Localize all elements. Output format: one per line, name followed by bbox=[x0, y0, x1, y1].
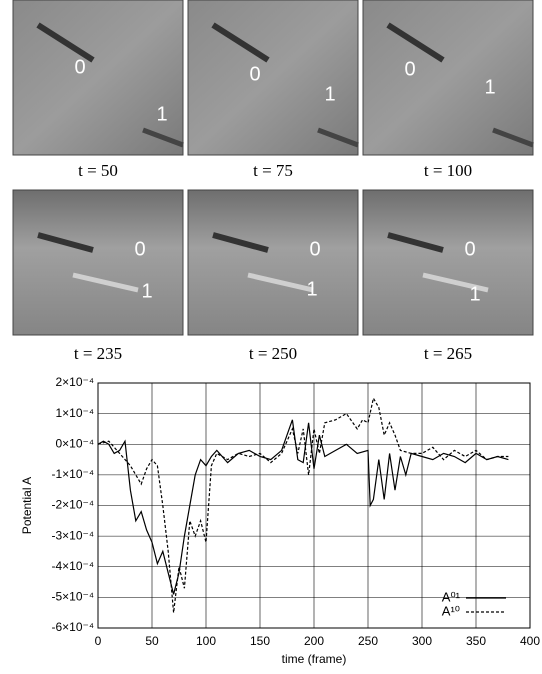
y-tick-label: -5×10⁻⁴ bbox=[51, 590, 94, 604]
y-tick-label: -2×10⁻⁴ bbox=[51, 498, 94, 512]
caption: t = 50 bbox=[78, 161, 118, 180]
legend-label: A¹⁰ bbox=[442, 603, 460, 618]
x-tick-label: 150 bbox=[250, 634, 270, 648]
y-tick-label: -4×10⁻⁴ bbox=[51, 559, 94, 573]
person-silhouette bbox=[142, 127, 184, 148]
person-silhouette bbox=[386, 22, 445, 63]
person-silhouette bbox=[247, 272, 314, 293]
x-tick-label: 300 bbox=[412, 634, 432, 648]
track-label: 1 bbox=[306, 278, 317, 300]
x-axis-label: time (frame) bbox=[282, 652, 347, 666]
caption: t = 100 bbox=[424, 161, 472, 180]
x-tick-label: 350 bbox=[466, 634, 486, 648]
person-silhouette bbox=[72, 272, 139, 293]
track-label: 0 bbox=[404, 58, 415, 80]
video-frame bbox=[362, 189, 534, 336]
video-frame bbox=[187, 189, 359, 336]
video-frame bbox=[187, 0, 359, 156]
legend-label: A⁰¹ bbox=[442, 589, 461, 604]
video-frame bbox=[12, 0, 184, 156]
series-line bbox=[97, 396, 509, 613]
plot-frame bbox=[97, 382, 531, 629]
person-silhouette bbox=[492, 127, 534, 148]
video-frame bbox=[12, 189, 184, 336]
x-tick-label: 100 bbox=[196, 634, 216, 648]
caption: t = 265 bbox=[424, 344, 472, 363]
series-line bbox=[97, 419, 509, 595]
y-tick-label: -6×10⁻⁴ bbox=[51, 620, 94, 634]
caption: t = 75 bbox=[253, 161, 293, 180]
x-tick-label: 200 bbox=[304, 634, 324, 648]
caption: t = 250 bbox=[249, 344, 297, 363]
y-axis-label: Potential A bbox=[20, 477, 34, 534]
track-label: 0 bbox=[249, 63, 260, 85]
person-silhouette bbox=[212, 232, 269, 253]
track-label: 0 bbox=[309, 238, 320, 260]
track-label: 0 bbox=[464, 238, 475, 260]
track-label: 0 bbox=[134, 238, 145, 260]
person-silhouette bbox=[211, 22, 270, 63]
track-label: 0 bbox=[74, 56, 85, 78]
x-tick-label: 400 bbox=[520, 634, 540, 648]
track-label: 1 bbox=[324, 83, 335, 105]
person-silhouette bbox=[317, 127, 359, 148]
y-tick-label: 1×10⁻⁴ bbox=[55, 406, 94, 420]
caption: t = 235 bbox=[74, 344, 122, 363]
person-silhouette bbox=[387, 232, 444, 253]
y-tick-label: 2×10⁻⁴ bbox=[55, 375, 94, 389]
track-label: 1 bbox=[156, 103, 167, 125]
y-tick-label: 0×10⁻⁴ bbox=[55, 436, 94, 450]
person-silhouette bbox=[422, 272, 489, 293]
track-label: 1 bbox=[141, 280, 152, 302]
x-tick-label: 50 bbox=[145, 634, 159, 648]
y-tick-label: -1×10⁻⁴ bbox=[51, 467, 94, 481]
x-tick-label: 0 bbox=[95, 634, 102, 648]
video-frame bbox=[362, 0, 534, 156]
track-label: 1 bbox=[469, 283, 480, 305]
person-silhouette bbox=[36, 22, 95, 63]
track-label: 1 bbox=[484, 76, 495, 98]
y-tick-label: -3×10⁻⁴ bbox=[51, 528, 94, 542]
person-silhouette bbox=[37, 232, 94, 253]
x-tick-label: 250 bbox=[358, 634, 378, 648]
